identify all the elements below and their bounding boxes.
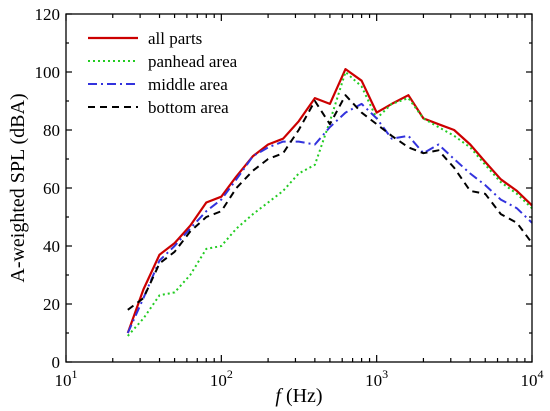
series-line-bottom-area (127, 94, 533, 311)
x-axis-label-unit: (Hz) (281, 385, 323, 407)
y-tick-label: 100 (35, 63, 61, 82)
x-axis-label-italic: f (275, 385, 283, 407)
legend: all parts panhead area middle area bottom a… (88, 29, 238, 117)
x-axis-label: f (Hz) (275, 385, 322, 407)
x-tick-label: 102 (210, 367, 233, 390)
y-tick-label: 0 (52, 353, 61, 372)
x-tick-label: 103 (365, 367, 388, 390)
legend-label-bottom-area: bottom area (148, 98, 229, 117)
series-line-middle-area (126, 102, 533, 334)
x-tick-label: 101 (55, 367, 78, 390)
x-tick-label: 104 (521, 367, 544, 390)
y-tick-label: 80 (43, 121, 60, 140)
y-tick-label: 20 (43, 295, 60, 314)
tick-labels: 0 20 40 60 80 100 120 101 102 103 104 (35, 5, 544, 390)
legend-label-all-parts: all parts (148, 29, 202, 48)
axis-ticks (65, 13, 533, 363)
series-line-all-parts (126, 67, 533, 334)
y-tick-label: 120 (35, 5, 61, 24)
y-tick-label: 60 (43, 179, 60, 198)
legend-label-panhead-area: panhead area (148, 52, 238, 71)
y-axis-label: A-weighted SPL (dBA) (7, 93, 29, 282)
plot-lines (126, 67, 533, 337)
y-tick-label: 40 (43, 237, 60, 256)
series-line-panhead-area (127, 71, 533, 337)
legend-label-middle-area: middle area (148, 75, 228, 94)
